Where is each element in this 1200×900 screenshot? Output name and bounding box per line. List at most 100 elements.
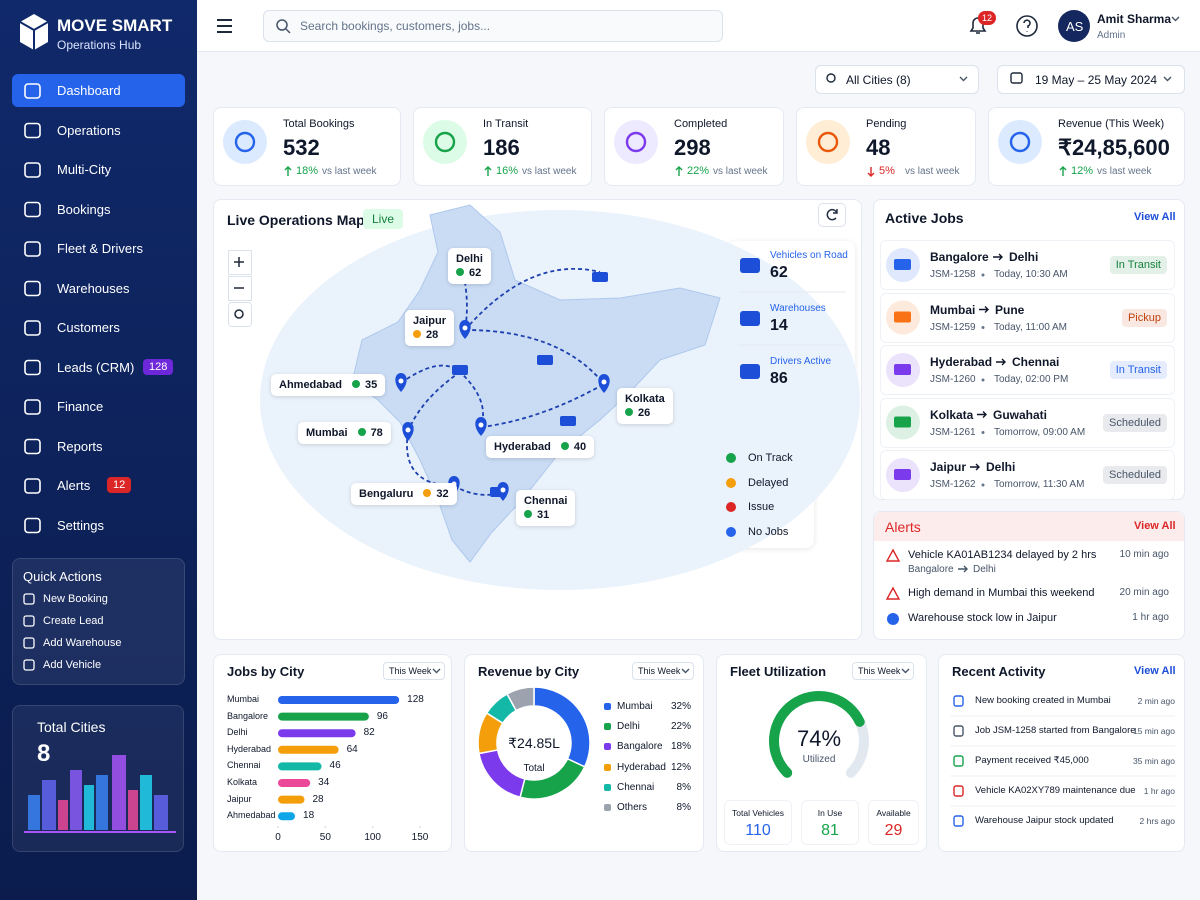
city-label: Jaipur 28 — [405, 310, 455, 346]
job-row[interactable] — [880, 240, 1175, 290]
bar-category: Hyderabad — [227, 743, 272, 754]
nav-item[interactable]: Alerts — [57, 478, 91, 493]
view-all-link[interactable]: View All — [1134, 211, 1176, 223]
bar-value-label: 46 — [329, 760, 341, 772]
kpi-change: 16% — [496, 165, 519, 177]
nav-badge: 12 — [107, 477, 132, 493]
city-pin-dot — [601, 379, 607, 385]
donut-legend-label: Others — [617, 802, 648, 813]
activity-text: Warehouse Jaipur stock updated — [975, 815, 1114, 826]
truck-icon — [560, 416, 576, 426]
job-row[interactable] — [880, 345, 1175, 395]
user-name: Amit Sharma — [1097, 12, 1172, 26]
action-icon — [23, 593, 35, 605]
job-icon — [894, 259, 911, 270]
trend-arrow — [1059, 166, 1067, 176]
alert-route-to: Delhi — [973, 564, 996, 575]
kpi-icon-bg — [614, 120, 658, 164]
activity-time: 2 min ago — [1137, 696, 1175, 706]
job-icon — [894, 416, 911, 428]
city-status-dot — [351, 380, 360, 388]
chevron-icon — [901, 668, 910, 674]
truck-icon — [537, 355, 553, 365]
job-id: JSM-1259 — [930, 321, 976, 333]
nav-item[interactable]: Bookings — [57, 201, 111, 217]
locate-icon — [234, 309, 244, 319]
nav-item[interactable]: Customers — [57, 320, 120, 335]
city-filter[interactable] — [815, 65, 979, 94]
job-from: Hyderabad — [930, 355, 993, 369]
job-to: Guwahati — [993, 407, 1048, 422]
legend-dot — [726, 526, 736, 537]
city-count: 31 — [537, 509, 550, 521]
legend-label: No Jobs — [748, 525, 789, 538]
nav-item[interactable]: Operations — [57, 122, 121, 138]
quick-actions-title: Quick Actions — [23, 569, 102, 584]
revenue-title: Revenue by City — [478, 664, 580, 679]
job-row[interactable] — [880, 292, 1175, 343]
period-dropdown[interactable] — [632, 662, 694, 680]
alerts-view-all[interactable]: View All — [1134, 520, 1176, 532]
bar-category: Mumbai — [227, 694, 260, 704]
nav-item[interactable]: Finance — [57, 399, 104, 414]
refresh-button[interactable] — [818, 203, 846, 227]
search-placeholder: Search bookings, customers, jobs... — [300, 19, 491, 33]
city-name: Delhi — [456, 253, 483, 265]
job-status: In Transit — [1109, 256, 1167, 274]
skyline-building — [96, 775, 108, 830]
quick-action[interactable]: Add Vehicle — [43, 659, 102, 671]
x-tick-label: 50 — [319, 832, 331, 843]
trend-arrow — [284, 166, 292, 176]
nav-item[interactable]: Warehouses — [57, 280, 130, 296]
activity-text: Payment received ₹45,000 — [975, 755, 1089, 766]
skyline-building — [154, 795, 168, 830]
city-name: Bengaluru — [359, 488, 414, 500]
search-box[interactable] — [263, 10, 723, 42]
bar-value-label: 34 — [318, 777, 330, 788]
date-filter-label: 19 May – 25 May 2024 — [1035, 73, 1158, 87]
bar — [278, 745, 339, 754]
quick-action[interactable]: New Booking — [43, 593, 108, 605]
legend-swatch — [604, 783, 611, 791]
job-row[interactable] — [880, 397, 1175, 448]
job-id: JSM-1262 — [930, 479, 976, 490]
kpi-label: Total Bookings — [283, 118, 355, 130]
nav-icon — [24, 399, 41, 415]
activity-view-all[interactable]: View All — [1134, 665, 1176, 677]
kpi-label: In Transit — [483, 118, 529, 130]
bar-category: Ahmedabad — [227, 810, 276, 821]
donut-segment — [506, 686, 535, 712]
kpi-icon — [234, 131, 256, 153]
search-icon — [285, 28, 291, 34]
donut-legend-label: Mumbai — [617, 701, 653, 712]
nav-item[interactable]: Multi-City — [57, 162, 112, 177]
donut-value-label: 8% — [676, 802, 691, 813]
nav-item[interactable]: Settings — [57, 517, 104, 533]
quick-action[interactable]: Add Warehouse — [43, 637, 122, 649]
nav-item[interactable]: Fleet & Drivers — [57, 241, 143, 256]
alerts-header — [874, 512, 1184, 541]
stat-icon — [740, 258, 760, 273]
city-name: Kolkata — [625, 393, 665, 405]
nav-active-bg[interactable] — [12, 74, 185, 107]
date-filter[interactable] — [997, 65, 1185, 94]
map-stat-label: Warehouses — [770, 303, 826, 314]
kpi-value: ₹24,85,600 — [1058, 135, 1170, 160]
quick-action[interactable]: Create Lead — [43, 615, 104, 627]
alert-route-from: Bangalore — [908, 564, 954, 575]
zoom-control[interactable] — [228, 302, 252, 327]
period-dropdown[interactable] — [383, 662, 445, 680]
notification-badge: 12 — [978, 11, 997, 25]
nav-item[interactable]: Dashboard — [57, 83, 121, 98]
nav-item[interactable]: Reports — [57, 438, 103, 454]
city-label: Delhi 62 — [448, 248, 491, 284]
job-row[interactable] — [880, 450, 1175, 500]
nav-icon — [24, 162, 41, 178]
donut-legend-label: Delhi — [617, 721, 640, 733]
nav-icon — [24, 201, 41, 218]
nav-item[interactable]: Leads (CRM) — [57, 359, 135, 375]
period-dropdown[interactable] — [852, 662, 914, 680]
city-pin-dot — [500, 487, 506, 493]
x-tick-label: 150 — [411, 832, 429, 843]
